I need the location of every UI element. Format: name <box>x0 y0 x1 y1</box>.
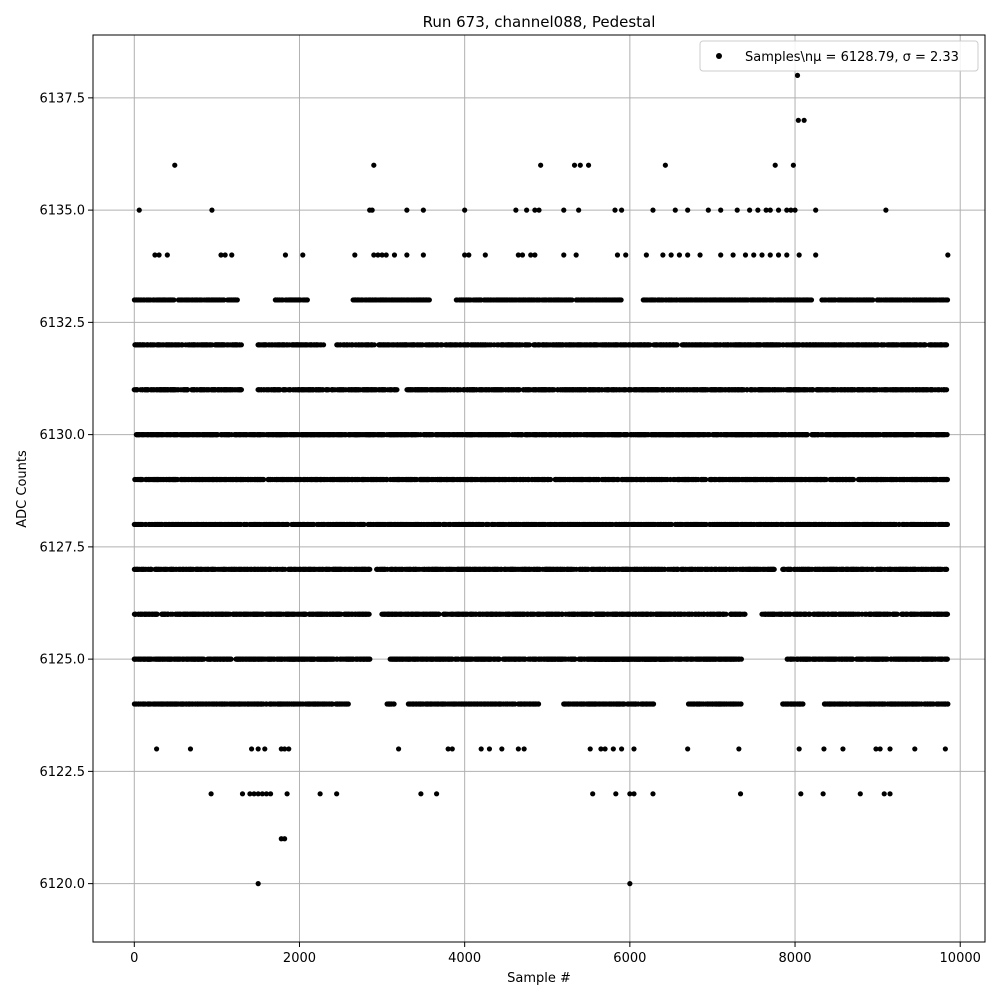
data-point <box>426 297 432 303</box>
data-point <box>320 342 327 348</box>
data-point <box>850 476 857 483</box>
data-point <box>647 342 653 348</box>
data-point <box>618 297 624 303</box>
data-point <box>870 297 876 303</box>
data-point <box>234 297 240 303</box>
data-point <box>922 342 928 348</box>
data-point <box>171 297 177 303</box>
data-point <box>944 476 951 483</box>
data-point <box>569 297 575 303</box>
data-point <box>516 387 523 393</box>
data-point <box>238 387 245 393</box>
data-point <box>547 476 554 483</box>
data-point <box>944 297 951 303</box>
data-point <box>944 432 950 438</box>
data-point <box>943 342 950 348</box>
data-point <box>261 476 267 483</box>
data-point <box>221 297 227 303</box>
data-point <box>674 342 680 348</box>
data-point <box>943 387 950 393</box>
data-point <box>304 297 310 303</box>
data-point <box>808 297 815 303</box>
data-point <box>238 342 244 348</box>
data-point <box>804 432 811 438</box>
data-point <box>185 387 191 393</box>
data-point <box>394 387 400 393</box>
data-points <box>131 72 951 887</box>
data-point <box>526 342 533 348</box>
data-point <box>371 342 377 348</box>
